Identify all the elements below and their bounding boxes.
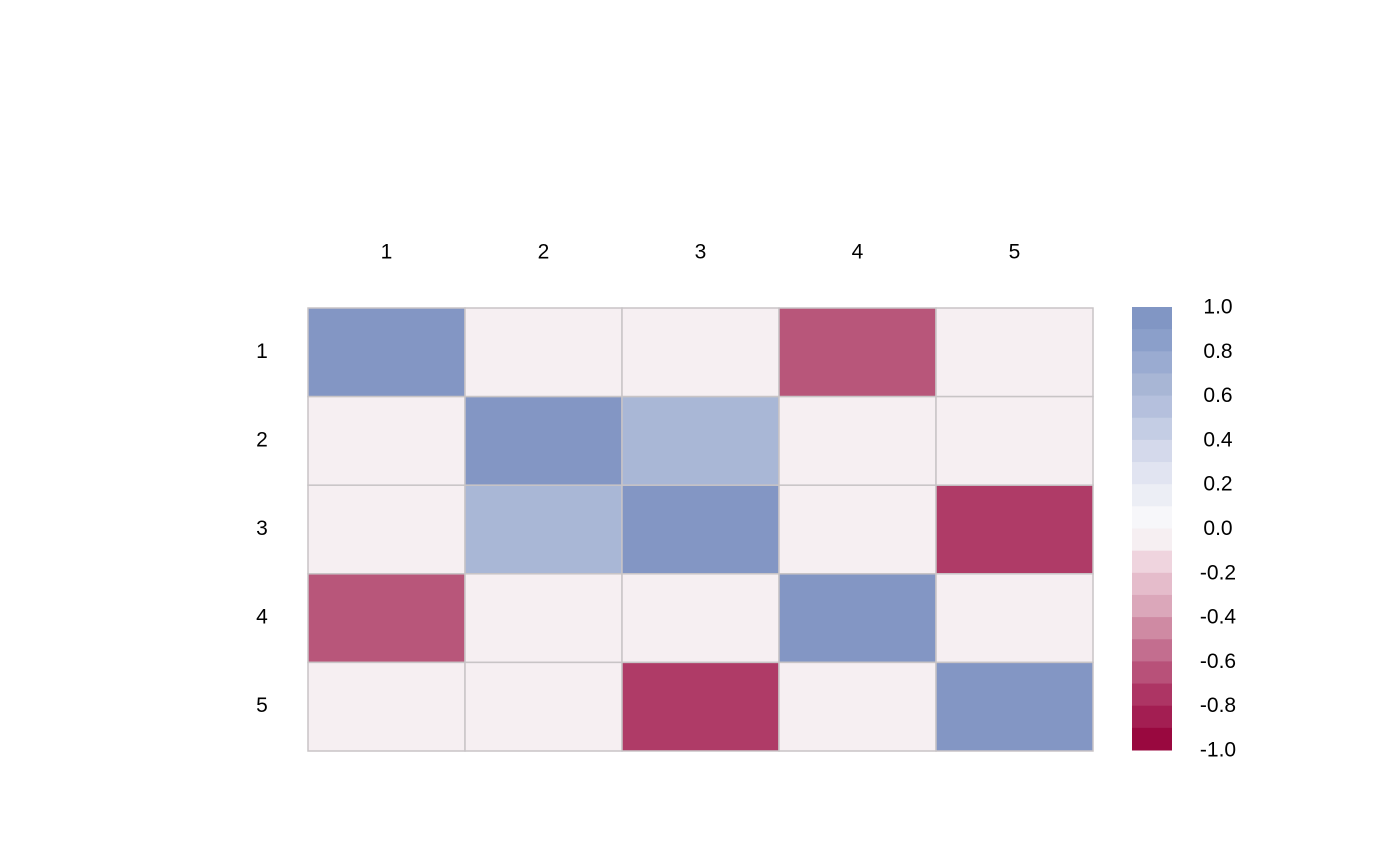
heatmap-cells [307, 307, 1094, 752]
heatmap-cell-r3-c1 [307, 484, 466, 575]
heatmap-cell-r3-c5 [935, 484, 1094, 575]
colorbar-segment [1132, 462, 1172, 485]
colorbar-segment [1132, 439, 1172, 463]
colorbar-tick-label: -0.4 [1200, 606, 1237, 629]
colorbar [1132, 307, 1172, 751]
row-label: 1 [256, 340, 268, 363]
column-label: 4 [852, 241, 864, 264]
heatmap-cell-r2-c1 [307, 395, 466, 486]
row-labels: 1 2 3 4 5 [256, 340, 268, 717]
row-label: 2 [256, 428, 268, 451]
heatmap-cell-r1-c2 [464, 307, 623, 398]
row-label: 4 [256, 606, 268, 629]
heatmap-cell-r5-c2 [464, 661, 623, 752]
colorbar-segment [1132, 617, 1172, 640]
colorbar-segment [1132, 395, 1172, 419]
colorbar-tick-label: 0.0 [1203, 517, 1232, 540]
row-label: 5 [256, 694, 268, 717]
colorbar-segment [1132, 329, 1172, 352]
colorbar-segment [1132, 661, 1172, 685]
heatmap-cell-r2-c3 [621, 395, 780, 486]
colorbar-segment [1132, 572, 1172, 596]
colorbar-segment [1132, 528, 1172, 552]
heatmap-cell-r4-c3 [621, 573, 780, 664]
column-label: 5 [1009, 241, 1021, 264]
heatmap-cell-r1-c3 [621, 307, 780, 398]
heatmap-cell-r3-c3 [621, 484, 780, 575]
colorbar-segment [1132, 307, 1172, 330]
colorbar-tick-label: 0.4 [1203, 428, 1233, 451]
heatmap-cell-r4-c4 [778, 573, 937, 664]
column-labels: 1 2 3 4 5 [381, 241, 1021, 264]
colorbar-segment [1132, 594, 1172, 618]
colorbar-segment [1132, 550, 1172, 574]
heatmap-cell-r4-c2 [464, 573, 623, 664]
column-label: 3 [695, 241, 707, 264]
colorbar-tick-label: 0.2 [1203, 473, 1232, 496]
colorbar-segment [1132, 417, 1172, 441]
colorbar-segment [1132, 705, 1172, 729]
heatmap-cell-r1-c5 [935, 307, 1094, 398]
colorbar-segment [1132, 484, 1172, 507]
heatmap-cell-r4-c1 [307, 573, 466, 664]
heatmap-cell-r2-c5 [935, 395, 1094, 486]
colorbar-tick-label: -0.2 [1200, 561, 1236, 584]
colorbar-segment [1132, 506, 1172, 529]
heatmap-cell-r2-c4 [778, 395, 937, 486]
heatmap-cell-r3-c4 [778, 484, 937, 575]
heatmap-cell-r2-c2 [464, 395, 623, 486]
colorbar-segment [1132, 351, 1172, 374]
heatmap-cell-r1-c4 [778, 307, 937, 398]
heatmap-cell-r5-c5 [935, 661, 1094, 752]
column-label: 2 [538, 241, 550, 264]
colorbar-segment [1132, 727, 1172, 751]
heatmap-cell-r5-c4 [778, 661, 937, 752]
colorbar-tick-label: 1.0 [1203, 296, 1232, 319]
colorbar-tick-labels: 1.0 0.8 0.6 0.4 0.2 0.0 -0.2 -0.4 -0.6 -0.8 -1.0 [1200, 296, 1237, 762]
colorbar-tick-label: -1.0 [1200, 739, 1236, 762]
colorbar-segment [1132, 373, 1172, 397]
colorbar-tick-label: -0.6 [1200, 650, 1236, 673]
colorbar-tick-label: -0.8 [1200, 694, 1236, 717]
heatmap-cell-r3-c2 [464, 484, 623, 575]
colorbar-segment [1132, 639, 1172, 662]
row-label: 3 [256, 517, 268, 540]
heatmap-cell-r5-c1 [307, 661, 466, 752]
heatmap-cell-r5-c3 [621, 661, 780, 752]
colorbar-tick-label: 0.8 [1203, 340, 1232, 363]
heatmap-cell-r1-c1 [307, 307, 466, 398]
colorbar-tick-label: 0.6 [1203, 384, 1232, 407]
colorbar-segment [1132, 683, 1172, 707]
heatmap-cell-r4-c5 [935, 573, 1094, 664]
column-label: 1 [381, 241, 393, 264]
